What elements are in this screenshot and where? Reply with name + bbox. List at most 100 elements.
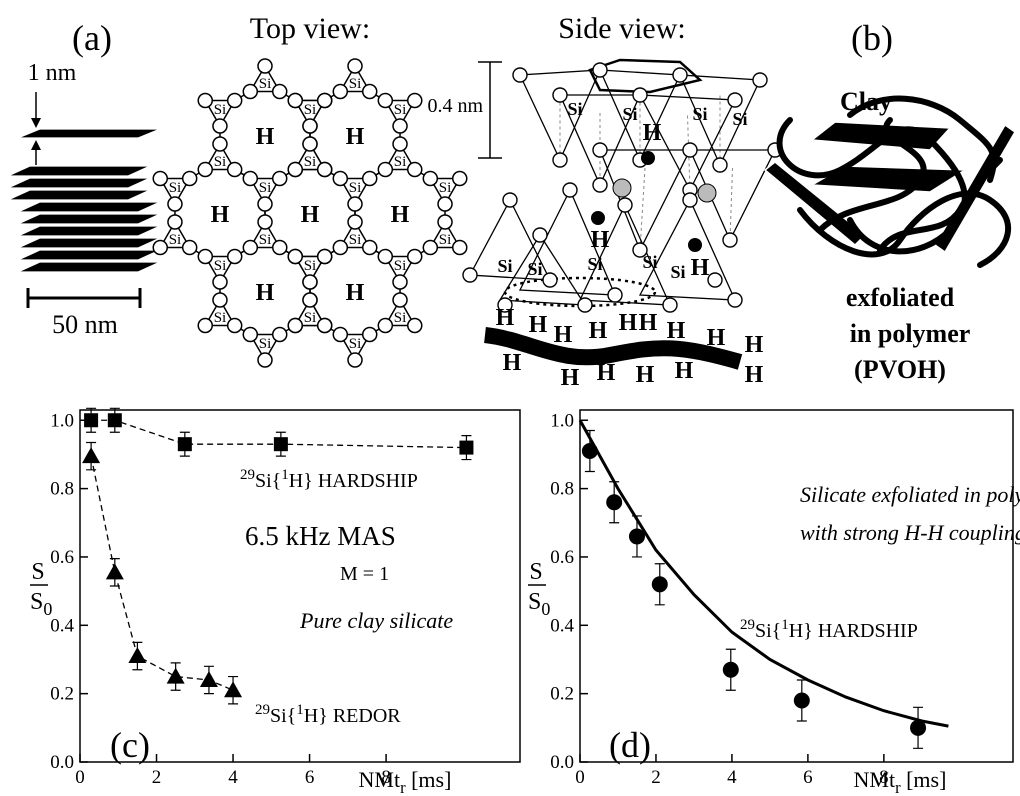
si-label: Si (732, 109, 747, 129)
oxygen (273, 241, 287, 255)
oxygen (318, 94, 332, 108)
si-label: Si (259, 336, 272, 352)
h-label: H (643, 120, 662, 146)
spacing-label: 0.4 nm (427, 95, 483, 117)
hydroxyl-o (688, 238, 702, 252)
script-text: 0 (541, 599, 550, 619)
h-label: H (211, 202, 230, 228)
annotation: with strong H-H couplings (800, 520, 1020, 545)
si-label: Si (439, 232, 452, 248)
script-text: 1 (296, 702, 304, 718)
thickness-label: 1 nm (28, 60, 77, 86)
oxygen (503, 193, 517, 207)
y-tick-label: 1.0 (550, 410, 574, 431)
oxygen (288, 319, 302, 333)
oxygen (683, 143, 697, 157)
panel-label: (d) (609, 725, 651, 765)
h-label: H (256, 124, 275, 150)
marker (459, 441, 473, 455)
script-text: 29 (240, 467, 255, 483)
label-text: Si{ (270, 705, 296, 727)
caption-line: exfoliated (846, 283, 955, 312)
label-text: Si{ (255, 470, 281, 492)
x-axis-label: NMtr [ms] (359, 767, 452, 796)
clay-sheet (18, 238, 160, 248)
oxygen (393, 119, 407, 133)
h-label: H (591, 227, 610, 253)
oxygen (708, 273, 722, 287)
oxygen (378, 94, 392, 108)
oxygen (243, 172, 257, 186)
y-tick-label: 0.6 (50, 547, 74, 568)
label-text: [ms] (901, 767, 947, 792)
oxygen (213, 293, 227, 307)
oxygen (608, 288, 622, 302)
oxygen (393, 137, 407, 151)
oxygen (378, 319, 392, 333)
marker (178, 437, 192, 451)
h-label: H (503, 350, 522, 376)
y-tick-label: 0.0 (550, 752, 574, 773)
oxygen (318, 250, 332, 264)
x-tick-label: 2 (651, 767, 661, 788)
oxygen (578, 298, 592, 312)
clay-sheet (18, 262, 160, 272)
oxygen (408, 94, 422, 108)
si-label: Si (214, 154, 227, 170)
si-label: Si (259, 232, 272, 248)
clay-sheet (18, 226, 160, 236)
oxygen (553, 88, 567, 102)
label-text: S (30, 589, 43, 615)
h-label: H (691, 255, 710, 281)
y-tick-label: 0.8 (550, 479, 574, 500)
label-text: NMt (854, 767, 896, 792)
width-label: 50 nm (52, 310, 118, 339)
oxygen (303, 275, 317, 289)
si-label: Si (349, 180, 362, 196)
si-label: Si (349, 76, 362, 92)
clay-sheet (18, 250, 160, 260)
oxygen (673, 68, 687, 82)
si-label: Si (587, 254, 602, 274)
oxygen (168, 197, 182, 211)
oxygen (153, 241, 167, 255)
si-label: Si (214, 102, 227, 118)
oxygen (228, 94, 242, 108)
oxygen (593, 178, 607, 192)
oxygen (183, 241, 197, 255)
oxygen (633, 88, 647, 102)
oxygen (563, 183, 577, 197)
x-tick-label: 6 (803, 767, 813, 788)
caption-line: in polymer (850, 319, 971, 348)
oxygen (348, 353, 362, 367)
oxygen (183, 172, 197, 186)
oxygen (378, 250, 392, 264)
oxygen (453, 241, 467, 255)
oxygen (273, 85, 287, 99)
panel-label: (b) (851, 18, 893, 58)
h-label: H (745, 362, 764, 388)
oxygen (228, 319, 242, 333)
h-label: H (256, 280, 275, 306)
oxygen (393, 275, 407, 289)
oxygen (288, 163, 302, 177)
oxygen (318, 319, 332, 333)
h-label: H (619, 310, 638, 336)
oxygen (243, 328, 257, 342)
h-label: H (391, 202, 410, 228)
oxygen (303, 293, 317, 307)
marker (723, 662, 739, 678)
h-label: H (554, 322, 573, 348)
oxygen (168, 215, 182, 229)
si-label: Si (527, 259, 542, 279)
si-label: Si (497, 256, 512, 276)
h-label: H (597, 360, 616, 386)
label-text: Si{ (755, 620, 781, 642)
oxygen (153, 172, 167, 186)
si-label: Si (642, 252, 657, 272)
h-label: H (589, 318, 608, 344)
clay-sheet (8, 166, 150, 176)
h-label: H (667, 318, 686, 344)
marker (606, 494, 622, 510)
oxygen (363, 328, 377, 342)
